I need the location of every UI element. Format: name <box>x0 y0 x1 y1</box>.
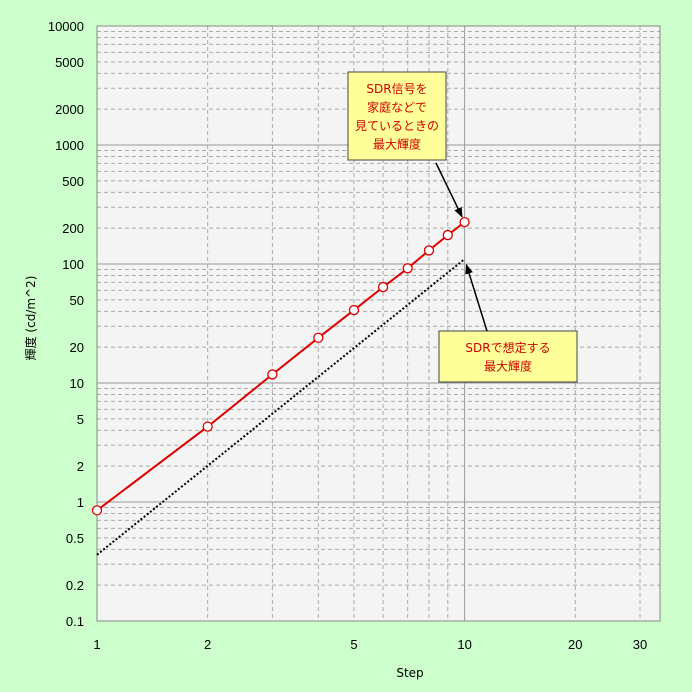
callout-text-line: 家庭などで <box>367 100 427 115</box>
series-1-point <box>202 421 213 432</box>
series-1-point <box>442 229 453 241</box>
callout-text-line: 見ているときの <box>355 119 439 133</box>
series-1-point <box>91 505 103 516</box>
series-1-point <box>423 245 435 256</box>
callout-box <box>438 330 578 383</box>
x-tick-label: 10 <box>457 637 471 652</box>
x-axis-title: Step <box>396 666 423 680</box>
y-axis-title: 輝度 (cd/m^2) <box>23 276 38 361</box>
series-1-point <box>348 304 360 316</box>
callout-text-line: SDR信号を <box>366 82 427 96</box>
y-tick-label: 10000 <box>48 19 84 34</box>
callout-text-line: SDRで想定する <box>465 340 550 355</box>
y-tick-label: 1000 <box>55 138 84 153</box>
y-tick-label: 500 <box>62 174 84 189</box>
y-tick-label: 5 <box>77 412 84 427</box>
y-tick-label: 100 <box>62 257 84 272</box>
y-tick-label: 5000 <box>55 55 84 70</box>
series-1-point <box>402 263 413 274</box>
y-tick-label: 50 <box>70 293 84 308</box>
x-tick-label: 5 <box>350 637 357 652</box>
series-2-line <box>96 258 466 556</box>
y-tick-label: 20 <box>70 340 84 355</box>
y-tick-label: 0.5 <box>66 531 84 546</box>
series-1-point <box>267 369 278 380</box>
callout-text-line: 最大輝度 <box>484 359 532 374</box>
x-tick-label: 1 <box>93 637 100 652</box>
plot-frame <box>96 25 661 622</box>
callout-text-line: 最大輝度 <box>373 137 421 152</box>
series-1-point <box>459 216 470 228</box>
series-1-point <box>313 332 324 343</box>
y-tick-label: 0.2 <box>66 578 84 593</box>
callout-arrow <box>465 263 488 332</box>
x-tick-label: 30 <box>633 637 647 652</box>
series-1-line <box>96 221 466 512</box>
series-layer <box>91 216 470 556</box>
y-tick-label: 200 <box>62 221 84 236</box>
y-tick-label: 1 <box>77 495 84 510</box>
series-1-point <box>377 281 389 293</box>
y-tick-label: 2000 <box>55 102 84 117</box>
y-tick-labels: 0.1 0.2 0.5 1 2 5 10 20 50 100 200 500 1000 2000 5000 1… <box>48 19 84 629</box>
x-tick-label: 2 <box>204 637 211 652</box>
x-tick-labels: 1 2 5 10 20 30 <box>93 637 647 652</box>
callout-box <box>347 71 447 161</box>
y-tick-label: 2 <box>77 459 84 474</box>
x-tick-label: 20 <box>568 637 582 652</box>
callout-arrow <box>435 162 463 218</box>
y-tick-label: 10 <box>70 376 84 391</box>
y-tick-label: 0.1 <box>66 614 84 629</box>
